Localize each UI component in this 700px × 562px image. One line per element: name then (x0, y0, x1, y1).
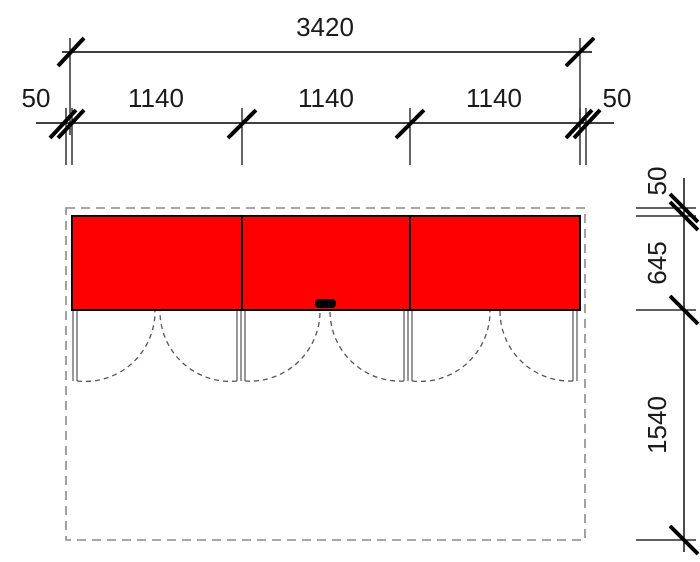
dim-vertical: 50 645 1540 (636, 167, 700, 556)
dim-text-module-1: 1140 (128, 83, 184, 113)
dim-text-left-edge: 50 (22, 83, 51, 113)
door-swing-arc-1a (76, 310, 156, 383)
cabinet-module-2 (241, 215, 411, 311)
cabinet-handle (315, 299, 336, 308)
dim-text-overall-width: 3420 (296, 12, 354, 42)
door-panels (72, 311, 578, 381)
door-swing-arc-2b (329, 310, 405, 382)
door-swing-arc-3a (411, 310, 491, 383)
dim-text-module-3: 1140 (466, 83, 522, 113)
door-swing-arcs (76, 310, 574, 383)
dim-overall-width: 3420 (56, 12, 596, 135)
dim-text-right-edge: 50 (603, 83, 632, 113)
cabinet-module-3 (409, 215, 581, 311)
dim-text-front-clearance: 1540 (642, 396, 672, 454)
dim-module-row: 50 1140 1140 1140 50 (22, 83, 632, 165)
door-swing-arc-2a (244, 310, 321, 382)
dim-text-module-2: 1140 (298, 83, 354, 113)
cabinet-module-1 (71, 215, 243, 311)
clearance-outline (65, 207, 586, 541)
door-swing-arc-3b (499, 310, 574, 382)
cabinet-row (71, 215, 581, 311)
dim-text-top-clearance: 50 (642, 167, 672, 196)
dim-text-cabinet-depth: 645 (642, 241, 672, 284)
door-swing-arc-1b (159, 310, 238, 383)
